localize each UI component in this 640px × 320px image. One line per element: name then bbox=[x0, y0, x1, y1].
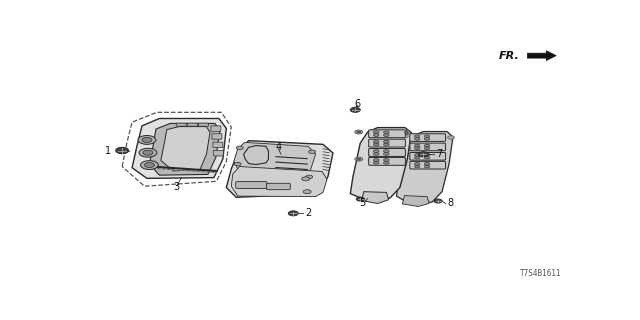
FancyBboxPatch shape bbox=[369, 130, 405, 138]
Circle shape bbox=[415, 147, 420, 150]
FancyBboxPatch shape bbox=[369, 139, 405, 147]
Circle shape bbox=[419, 152, 428, 157]
Circle shape bbox=[355, 130, 363, 134]
Circle shape bbox=[415, 156, 420, 159]
Circle shape bbox=[383, 161, 389, 164]
Text: 2: 2 bbox=[306, 208, 312, 218]
Circle shape bbox=[424, 144, 430, 147]
Circle shape bbox=[424, 135, 430, 138]
Circle shape bbox=[373, 131, 379, 134]
Text: 8: 8 bbox=[447, 198, 453, 209]
Circle shape bbox=[415, 165, 420, 168]
Circle shape bbox=[373, 143, 379, 146]
Circle shape bbox=[145, 163, 154, 167]
Circle shape bbox=[356, 131, 361, 133]
Circle shape bbox=[424, 165, 430, 168]
Circle shape bbox=[141, 161, 158, 170]
Circle shape bbox=[415, 144, 420, 147]
FancyBboxPatch shape bbox=[176, 123, 186, 126]
FancyBboxPatch shape bbox=[410, 153, 445, 160]
Circle shape bbox=[415, 138, 420, 140]
Polygon shape bbox=[161, 127, 210, 171]
Polygon shape bbox=[527, 51, 556, 60]
Circle shape bbox=[138, 135, 156, 144]
Text: 3: 3 bbox=[173, 182, 180, 192]
Circle shape bbox=[373, 161, 379, 164]
Circle shape bbox=[401, 134, 408, 138]
FancyBboxPatch shape bbox=[410, 134, 445, 141]
Circle shape bbox=[308, 150, 316, 154]
FancyBboxPatch shape bbox=[410, 143, 445, 151]
Circle shape bbox=[447, 136, 454, 139]
Circle shape bbox=[350, 108, 360, 112]
Circle shape bbox=[143, 150, 153, 155]
Circle shape bbox=[373, 158, 379, 161]
FancyBboxPatch shape bbox=[198, 123, 209, 126]
Circle shape bbox=[383, 153, 389, 155]
Polygon shape bbox=[231, 166, 327, 196]
FancyBboxPatch shape bbox=[236, 181, 267, 188]
Polygon shape bbox=[234, 142, 316, 178]
Circle shape bbox=[303, 190, 311, 194]
Text: 5: 5 bbox=[360, 198, 366, 209]
Circle shape bbox=[142, 138, 152, 142]
Circle shape bbox=[301, 177, 310, 181]
Circle shape bbox=[383, 150, 389, 153]
Polygon shape bbox=[403, 196, 429, 206]
Circle shape bbox=[415, 135, 420, 138]
Polygon shape bbox=[350, 128, 412, 201]
Circle shape bbox=[383, 140, 389, 143]
Circle shape bbox=[356, 158, 361, 160]
Circle shape bbox=[236, 146, 243, 149]
FancyBboxPatch shape bbox=[369, 148, 405, 156]
Circle shape bbox=[424, 156, 430, 159]
Circle shape bbox=[383, 143, 389, 146]
Circle shape bbox=[234, 162, 241, 166]
FancyBboxPatch shape bbox=[266, 183, 291, 190]
Polygon shape bbox=[132, 118, 227, 178]
Polygon shape bbox=[150, 124, 220, 175]
FancyBboxPatch shape bbox=[369, 157, 405, 165]
Circle shape bbox=[415, 163, 420, 165]
Circle shape bbox=[383, 131, 389, 134]
Text: T7S4B1611: T7S4B1611 bbox=[520, 269, 561, 278]
Circle shape bbox=[403, 131, 410, 134]
Circle shape bbox=[424, 163, 430, 165]
Circle shape bbox=[139, 148, 157, 157]
Circle shape bbox=[355, 157, 363, 161]
Circle shape bbox=[373, 140, 379, 143]
Circle shape bbox=[373, 150, 379, 153]
Circle shape bbox=[356, 197, 364, 201]
Text: 6: 6 bbox=[355, 99, 361, 109]
Circle shape bbox=[415, 154, 420, 156]
Circle shape bbox=[383, 158, 389, 161]
Circle shape bbox=[373, 153, 379, 155]
Circle shape bbox=[434, 199, 442, 203]
FancyBboxPatch shape bbox=[213, 150, 223, 156]
Circle shape bbox=[116, 147, 129, 154]
Text: FR.: FR. bbox=[499, 51, 520, 61]
Circle shape bbox=[424, 154, 430, 156]
Circle shape bbox=[424, 147, 430, 150]
Circle shape bbox=[288, 211, 298, 216]
Polygon shape bbox=[227, 141, 333, 197]
Text: 7: 7 bbox=[436, 149, 442, 159]
FancyBboxPatch shape bbox=[410, 161, 445, 169]
FancyBboxPatch shape bbox=[213, 142, 223, 148]
Circle shape bbox=[383, 134, 389, 137]
Text: 1: 1 bbox=[104, 146, 111, 156]
FancyBboxPatch shape bbox=[211, 126, 221, 131]
Circle shape bbox=[424, 138, 430, 140]
Text: 4: 4 bbox=[275, 142, 282, 152]
Circle shape bbox=[373, 134, 379, 137]
Circle shape bbox=[306, 175, 312, 179]
Circle shape bbox=[404, 132, 408, 133]
FancyBboxPatch shape bbox=[212, 134, 222, 139]
FancyBboxPatch shape bbox=[188, 123, 198, 126]
Polygon shape bbox=[362, 192, 388, 204]
Polygon shape bbox=[396, 132, 453, 204]
